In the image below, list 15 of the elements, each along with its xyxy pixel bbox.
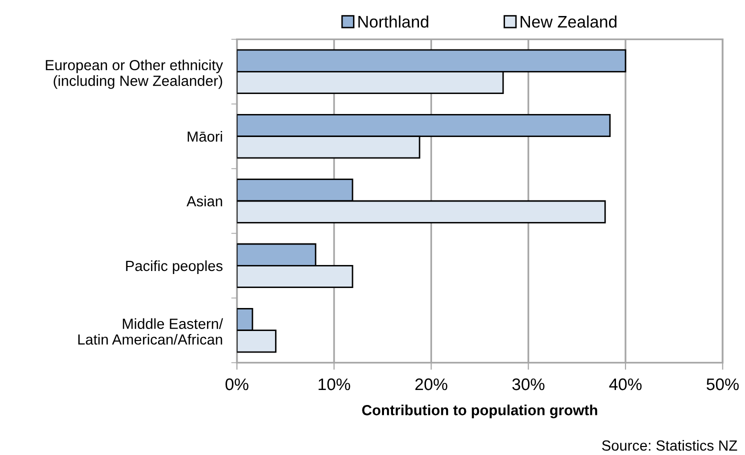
y-tick-label: Māori xyxy=(188,131,222,142)
x-tick-label: 0% xyxy=(226,378,248,390)
legend-label: Northland xyxy=(358,15,428,28)
x-tick-label: 50% xyxy=(706,378,739,390)
y-tick-label: Middle Eastern/ Latin American/African xyxy=(78,318,224,345)
legend-label: New Zealand xyxy=(520,15,616,28)
source-note: Source: Statistics NZ xyxy=(602,440,738,451)
x-axis-title: Contribution to population growth xyxy=(362,404,598,418)
y-tick-label: Pacific peoples xyxy=(126,260,222,274)
x-tick-label: 40% xyxy=(609,378,642,390)
x-tick-label: 20% xyxy=(415,378,448,390)
y-tick-label: European or Other ethnicity (including New Zealander) xyxy=(46,60,224,89)
x-tick-label: 30% xyxy=(512,378,544,390)
x-tick-label: 10% xyxy=(318,378,350,390)
y-tick-label: Asian xyxy=(186,196,222,206)
